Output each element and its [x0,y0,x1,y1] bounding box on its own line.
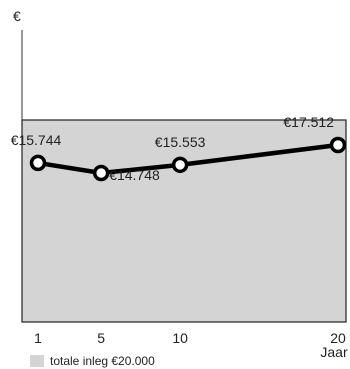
x-tick-label: 1 [34,330,42,346]
data-point-marker [329,136,347,154]
series-line [37,142,339,176]
legend-swatch [30,355,44,367]
legend: totale inleg €20.000 [30,354,155,368]
x-axis-unit-label: Jaar [320,344,348,360]
data-value-label: €17.512 [283,114,334,130]
x-tick-label: 20 [330,330,346,346]
data-point-marker [92,164,110,182]
y-axis-unit-label: € [13,8,21,24]
data-point-marker [171,156,189,174]
x-tick-label: 10 [172,330,188,346]
data-point-marker [29,154,47,172]
legend-label: totale inleg €20.000 [50,354,155,368]
data-value-label: €15.744 [11,132,62,148]
data-value-label: €15.553 [155,134,206,150]
data-value-label: €14.748 [109,167,160,183]
total-deposit-band [21,119,347,323]
x-tick-label: 5 [97,330,105,346]
